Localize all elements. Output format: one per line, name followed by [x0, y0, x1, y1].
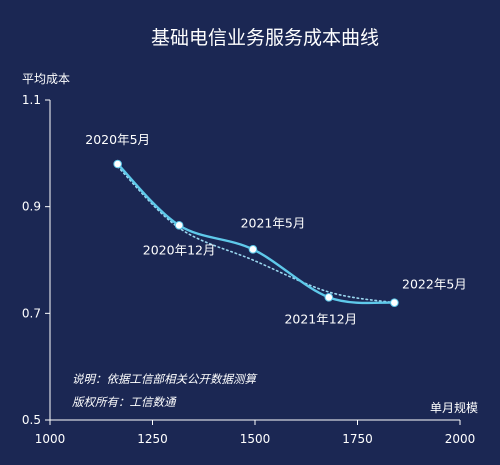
point-label: 2020年5月 — [85, 132, 150, 147]
chart-title: 基础电信业务服务成本曲线 — [151, 27, 379, 49]
y-axis-label: 平均成本 — [22, 72, 70, 86]
note-explanation: 说明：依据工信部相关公开数据测算 — [72, 372, 258, 386]
data-point — [113, 159, 122, 169]
x-tick-label: 1750 — [342, 432, 373, 446]
x-tick-label: 1500 — [240, 432, 271, 446]
x-axis-label: 单月规模 — [430, 400, 478, 415]
series-line — [116, 163, 395, 305]
axes: 1.1 0.9 0.7 0.5 1000 1250 1500 1750 2000 — [22, 93, 475, 446]
x-tick-label: 1250 — [137, 432, 168, 446]
y-tick-label: 0.7 — [22, 306, 41, 320]
y-tick-label: 1.1 — [22, 93, 41, 107]
data-point — [390, 298, 399, 307]
point-label: 2022年5月 — [402, 277, 467, 292]
trend-line — [116, 165, 396, 304]
data-point — [248, 245, 258, 254]
note-copyright: 版权所有：工信数通 — [72, 395, 177, 409]
x-tick-label: 2000 — [445, 432, 476, 446]
y-tick-label: 0.9 — [22, 200, 41, 214]
point-label: 2020年12月 — [143, 242, 216, 257]
point-label: 2021年5月 — [241, 215, 306, 230]
x-tick-label: 1000 — [35, 432, 66, 446]
data-point — [324, 293, 334, 302]
series-group — [113, 159, 399, 307]
y-tick-label: 0.5 — [22, 413, 41, 427]
point-labels: 2020年5月 2020年12月 2021年5月 2021年12月 2022年5月 — [85, 132, 467, 326]
data-point — [174, 221, 184, 230]
point-label: 2021年12月 — [284, 311, 357, 326]
